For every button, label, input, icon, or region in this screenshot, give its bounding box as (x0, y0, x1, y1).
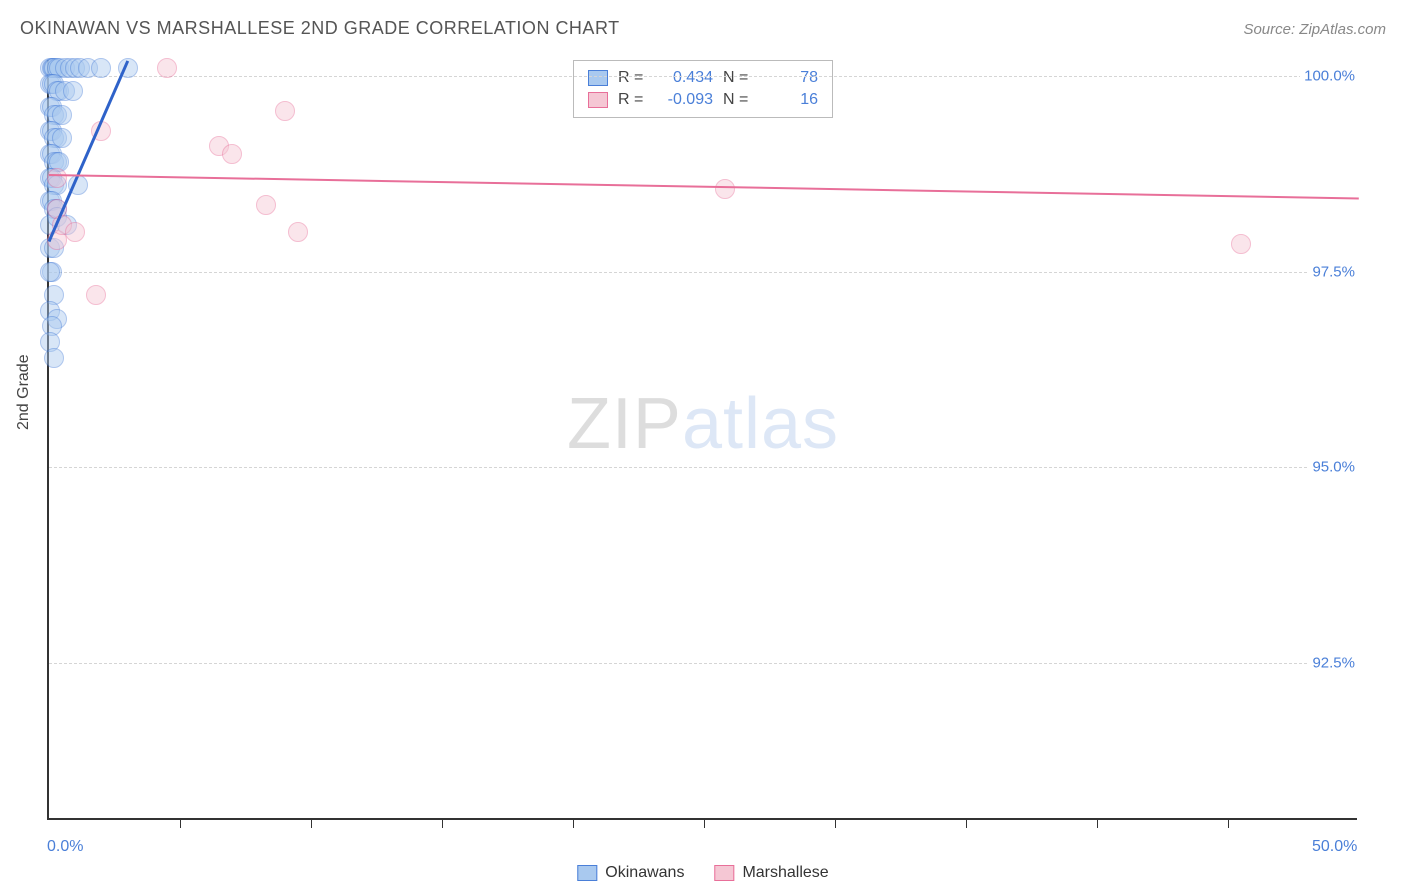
xaxis-label: 0.0% (47, 838, 83, 856)
xtick (1228, 818, 1229, 828)
data-point (40, 262, 60, 282)
xtick (704, 818, 705, 828)
source-label: Source: ZipAtlas.com (1243, 21, 1386, 38)
watermark-part1: ZIP (567, 384, 682, 464)
stats-row-1: R = -0.093 N = 16 (588, 89, 818, 111)
plot-area: ZIPatlas R = 0.434 N = 78 R = -0.093 N =… (47, 60, 1357, 820)
data-point (222, 144, 242, 164)
data-point (275, 101, 295, 121)
xaxis-label: 50.0% (1312, 838, 1357, 856)
swatch-okinawans (588, 70, 608, 86)
gridline-h (49, 663, 1357, 664)
n-label: N = (723, 69, 753, 87)
watermark-part2: atlas (682, 384, 839, 464)
watermark: ZIPatlas (567, 383, 839, 465)
data-point (47, 168, 67, 188)
data-point (1231, 234, 1251, 254)
series-legend: Okinawans Marshallese (577, 864, 828, 882)
stats-row-0: R = 0.434 N = 78 (588, 67, 818, 89)
data-point (63, 81, 83, 101)
yaxis-title: 2nd Grade (15, 354, 33, 430)
swatch-marshallese (714, 865, 734, 881)
ytick-label: 100.0% (1300, 67, 1359, 84)
legend-item-1: Marshallese (714, 864, 828, 882)
gridline-h (49, 272, 1357, 273)
data-point (44, 348, 64, 368)
n-value-1: 16 (763, 91, 818, 109)
legend-label-1: Marshallese (742, 864, 828, 882)
legend-label-0: Okinawans (605, 864, 684, 882)
data-point (715, 179, 735, 199)
n-label: N = (723, 91, 753, 109)
xtick (966, 818, 967, 828)
chart-title: OKINAWAN VS MARSHALLESE 2ND GRADE CORREL… (20, 18, 620, 39)
gridline-h (49, 76, 1357, 77)
xtick (442, 818, 443, 828)
stats-legend: R = 0.434 N = 78 R = -0.093 N = 16 (573, 60, 833, 118)
ytick-label: 95.0% (1308, 459, 1359, 476)
r-value-1: -0.093 (658, 91, 713, 109)
r-label: R = (618, 69, 648, 87)
xtick (180, 818, 181, 828)
xtick (835, 818, 836, 828)
xtick (573, 818, 574, 828)
xtick (311, 818, 312, 828)
data-point (256, 195, 276, 215)
r-label: R = (618, 91, 648, 109)
ytick-label: 92.5% (1308, 655, 1359, 672)
swatch-okinawans (577, 865, 597, 881)
ytick-label: 97.5% (1308, 263, 1359, 280)
data-point (91, 58, 111, 78)
data-point (157, 58, 177, 78)
r-value-0: 0.434 (658, 69, 713, 87)
xtick (1097, 818, 1098, 828)
swatch-marshallese (588, 92, 608, 108)
n-value-0: 78 (763, 69, 818, 87)
data-point (86, 285, 106, 305)
trend-line (49, 174, 1359, 200)
data-point (65, 222, 85, 242)
legend-item-0: Okinawans (577, 864, 684, 882)
gridline-h (49, 467, 1357, 468)
data-point (288, 222, 308, 242)
